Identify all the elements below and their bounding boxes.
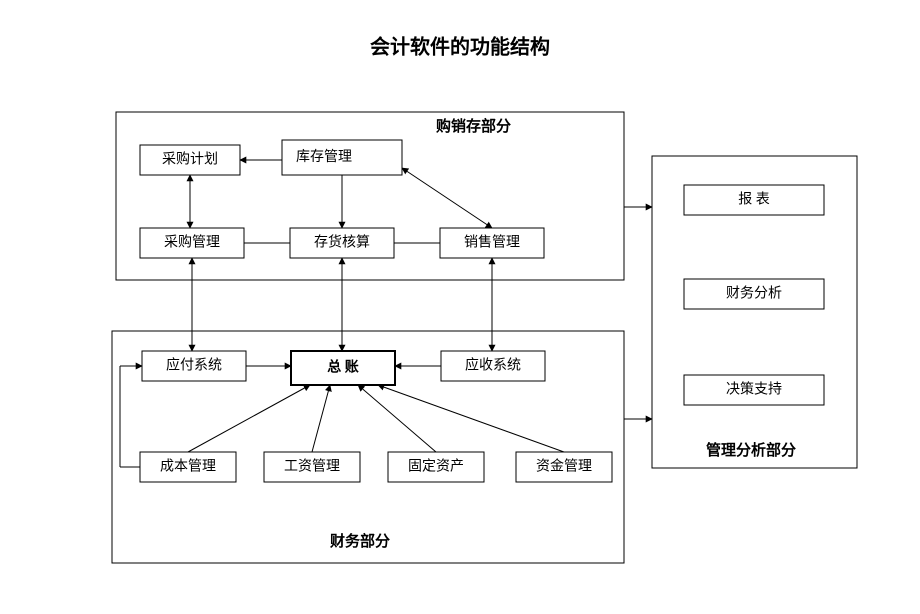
- edge: [188, 385, 310, 452]
- node-label-reports: 报 表: [738, 192, 770, 208]
- node-label-stock_account: 存货核算: [314, 234, 370, 251]
- edge: [312, 385, 330, 452]
- node-label-fin_analysis: 财务分析: [726, 286, 782, 302]
- node-label-fund_mgmt: 资金管理: [536, 459, 592, 475]
- container-label: 购销存部分: [436, 117, 511, 135]
- nodes-group: 采购计划 库存管理采购管理 存货核算 销售管理应付系统 总 账 应收系统成本管理 工资管理 固…: [140, 140, 824, 482]
- edge: [358, 385, 436, 452]
- node-label-decision_support: 决策支持: [726, 381, 782, 398]
- diagram-canvas: 会计软件的功能结构 购销存部分财务部分 管理分析部分 采购计划 库存管理采购管理 存货…: [0, 0, 920, 614]
- node-label-salary_mgmt: 工资管理: [284, 459, 340, 475]
- containers-group: 购销存部分财务部分 管理分析部分: [112, 112, 857, 563]
- node-label-ap_system: 应付系统: [166, 357, 222, 374]
- container-label: 财务部分: [330, 532, 390, 550]
- node-label-fixed_assets: 固定资产: [408, 459, 464, 475]
- edge: [378, 385, 564, 452]
- node-label-procurement_plan: 采购计划: [162, 152, 218, 168]
- diagram-title: 会计软件的功能结构: [370, 34, 550, 58]
- container-label: 管理分析部分: [706, 441, 796, 459]
- edge: [402, 168, 492, 228]
- node-label-procurement_mgmt: 采购管理: [164, 235, 220, 251]
- edges-group: [120, 160, 652, 467]
- node-label-general_ledger: 总 账: [327, 359, 359, 376]
- node-label-inventory_mgmt: 库存管理: [296, 149, 352, 165]
- node-label-cost_mgmt: 成本管理: [160, 459, 216, 475]
- node-label-ar_system: 应收系统: [465, 357, 521, 374]
- node-label-sales_mgmt: 销售管理: [464, 235, 520, 251]
